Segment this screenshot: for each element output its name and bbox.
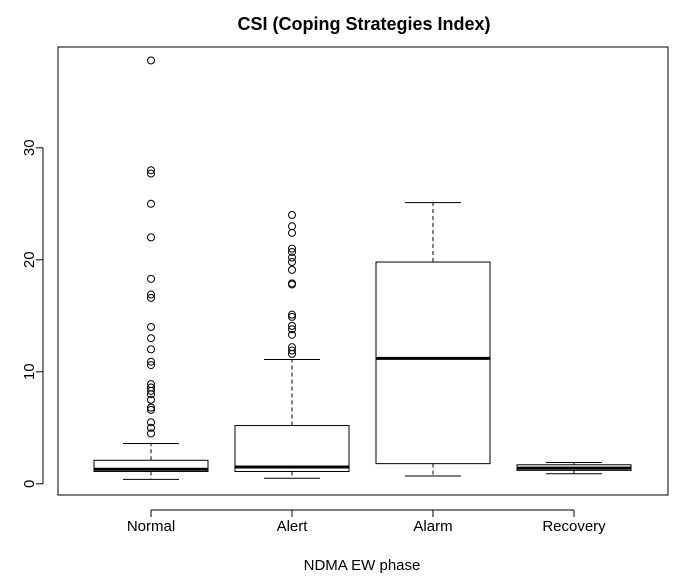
x-tick-label: Alert — [277, 518, 309, 535]
outlier-point — [288, 330, 296, 339]
iqr-box — [234, 425, 350, 472]
outlier-point — [147, 345, 155, 354]
outlier-point — [288, 265, 296, 274]
outlier-point — [288, 244, 296, 253]
y-tick-label: 0 — [21, 480, 38, 488]
outlier-point — [147, 357, 155, 366]
outlier-point — [147, 380, 155, 389]
y-tick-label: 20 — [21, 251, 38, 268]
y-tick-label: 30 — [21, 139, 38, 156]
outlier-point — [147, 334, 155, 343]
outlier-point — [147, 293, 155, 302]
plot-frame — [57, 46, 669, 496]
y-tick-label: 10 — [21, 363, 38, 380]
box-group-alert — [234, 211, 350, 479]
box-group-recovery — [516, 462, 632, 475]
outlier-point — [147, 383, 155, 392]
outlier-point — [288, 321, 296, 330]
x-tick-label: Recovery — [542, 518, 606, 535]
outlier-point — [147, 418, 155, 427]
outlier-point — [288, 343, 296, 352]
outlier-point — [288, 258, 296, 267]
x-axis-title: NDMA EW phase — [304, 557, 421, 574]
iqr-box — [93, 459, 209, 472]
outlier-point — [288, 310, 296, 319]
outlier-point — [147, 361, 155, 370]
outlier-point — [288, 346, 296, 355]
outlier-point — [288, 325, 296, 334]
outlier-point — [147, 323, 155, 331]
outlier-point — [288, 222, 296, 231]
outlier-point — [147, 199, 155, 208]
outlier-point — [288, 228, 296, 237]
outlier-point — [147, 405, 155, 414]
outlier-point — [147, 166, 155, 175]
outlier-point — [147, 169, 155, 178]
chart-title: CSI (Coping Strategies Index) — [237, 14, 490, 34]
outlier-point — [288, 279, 296, 288]
outlier-point — [147, 233, 155, 242]
outlier-point — [147, 423, 155, 432]
y-axis: 0 10 20 30 — [21, 139, 44, 488]
iqr-box — [375, 261, 491, 465]
box-group-normal — [93, 56, 209, 480]
outlier-point — [147, 56, 155, 65]
outlier-point — [288, 247, 296, 256]
outlier-point — [147, 395, 155, 404]
outlier-point — [147, 403, 155, 412]
x-axis: Normal Alert Alarm Recovery — [127, 509, 606, 535]
outlier-point — [288, 253, 296, 262]
outlier-point — [147, 290, 155, 299]
outlier-point — [147, 429, 155, 438]
outlier-point — [288, 211, 296, 219]
boxes — [93, 56, 632, 480]
x-tick-label: Alarm — [413, 518, 452, 535]
outlier-point — [288, 312, 296, 321]
box-group-alarm — [375, 202, 491, 477]
x-tick-label: Normal — [127, 518, 175, 535]
outlier-point — [147, 274, 155, 283]
